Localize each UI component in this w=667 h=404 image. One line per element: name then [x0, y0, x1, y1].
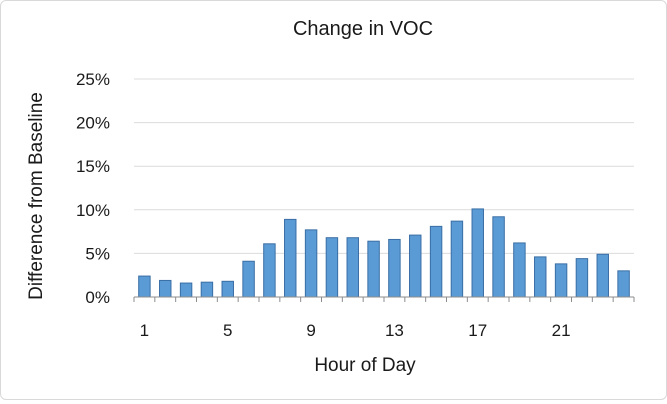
x-tick-label: 21	[552, 321, 571, 340]
bars	[138, 208, 630, 298]
bar-hour-7	[263, 243, 276, 298]
y-tick-label: 10%	[76, 201, 110, 220]
x-tick-label: 13	[385, 321, 404, 340]
chart-title: Change in VOC	[293, 18, 433, 40]
bar-hour-24	[617, 270, 630, 298]
y-axis-ticks: 0% 5% 10% 15% 20% 25%	[76, 70, 110, 307]
y-tick-label: 15%	[76, 157, 110, 176]
x-tick-label: 17	[468, 321, 487, 340]
bar-hour-3	[179, 282, 193, 298]
bar-hour-21	[554, 263, 568, 298]
bar-hour-9	[304, 229, 318, 298]
x-tick-label: 9	[306, 321, 315, 340]
bar-hour-1	[138, 275, 151, 298]
bar-hour-17	[471, 208, 484, 298]
bar-hour-16	[450, 220, 464, 298]
bar-hour-22	[575, 258, 589, 298]
bar-hour-5	[221, 280, 234, 298]
bar-hour-18	[492, 216, 505, 298]
bar-hour-2	[159, 279, 172, 298]
bar-hour-15	[429, 225, 443, 298]
bar-hour-14	[409, 234, 422, 298]
bar-hour-13	[388, 238, 401, 298]
y-tick-label: 25%	[76, 70, 110, 89]
y-tick-label: 5%	[85, 244, 110, 263]
y-tick-label: 0%	[85, 288, 110, 307]
x-tick-label: 5	[223, 321, 232, 340]
bar-hour-8	[284, 218, 297, 298]
bar-hour-20	[534, 256, 547, 298]
gridlines	[134, 78, 634, 254]
bar-hour-11	[346, 237, 359, 298]
bar-hour-4	[200, 281, 214, 298]
bar-hour-10	[325, 237, 339, 298]
y-axis-label: Difference from Baseline	[26, 92, 47, 300]
x-axis-label: Hour of Day	[314, 355, 416, 376]
x-tick-label: 1	[140, 321, 149, 340]
bar-hour-6	[242, 260, 255, 298]
bar-hour-23	[596, 253, 609, 298]
x-axis	[133, 296, 635, 302]
y-tick-label: 20%	[76, 114, 110, 133]
x-axis-ticks: 1 5 9 13 17 21	[140, 321, 571, 340]
bar-hour-19	[513, 242, 526, 298]
bar-hour-12	[367, 240, 380, 298]
